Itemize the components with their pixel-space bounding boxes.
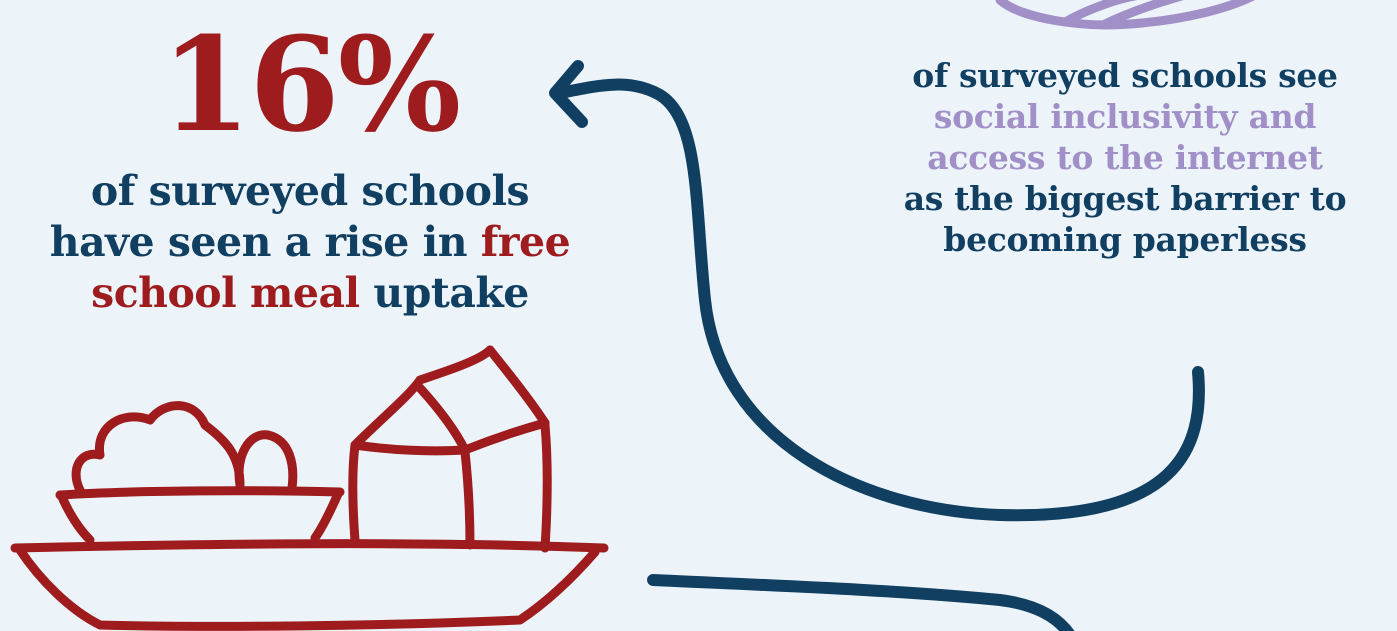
caption-line-2-text: have seen a rise in	[49, 218, 481, 266]
curved-arrow-icon	[549, 60, 1205, 522]
right-highlight-line-2: social inclusivity and	[933, 97, 1317, 136]
paperless-barrier-stat-block: of surveyed schools see social inclusivi…	[860, 55, 1390, 260]
school-meal-tray-icon	[10, 345, 609, 631]
caption-highlight-free: free	[480, 218, 571, 266]
right-line-4: as the biggest barrier to	[903, 179, 1347, 218]
right-line-1: of surveyed schools see	[912, 56, 1338, 95]
navy-swoosh-stroke	[647, 574, 1075, 631]
caption-highlight-school-meal: school meal	[91, 269, 360, 317]
stat-value: 16%	[160, 8, 461, 161]
caption-line-3: school meal uptake	[0, 268, 620, 319]
caption-line-2: have seen a rise in free	[0, 217, 620, 268]
free-meal-stat-block: 16% of surveyed schools have seen a rise…	[0, 10, 620, 319]
right-highlight-line-3: access to the internet	[927, 138, 1323, 177]
caption-line-1: of surveyed schools	[90, 167, 530, 215]
purple-doodle-circle-icon	[995, 0, 1256, 30]
right-line-5: becoming paperless	[943, 220, 1307, 259]
caption-line-3-text: uptake	[359, 269, 529, 317]
stat-caption: of surveyed schools have seen a rise in …	[0, 166, 620, 319]
